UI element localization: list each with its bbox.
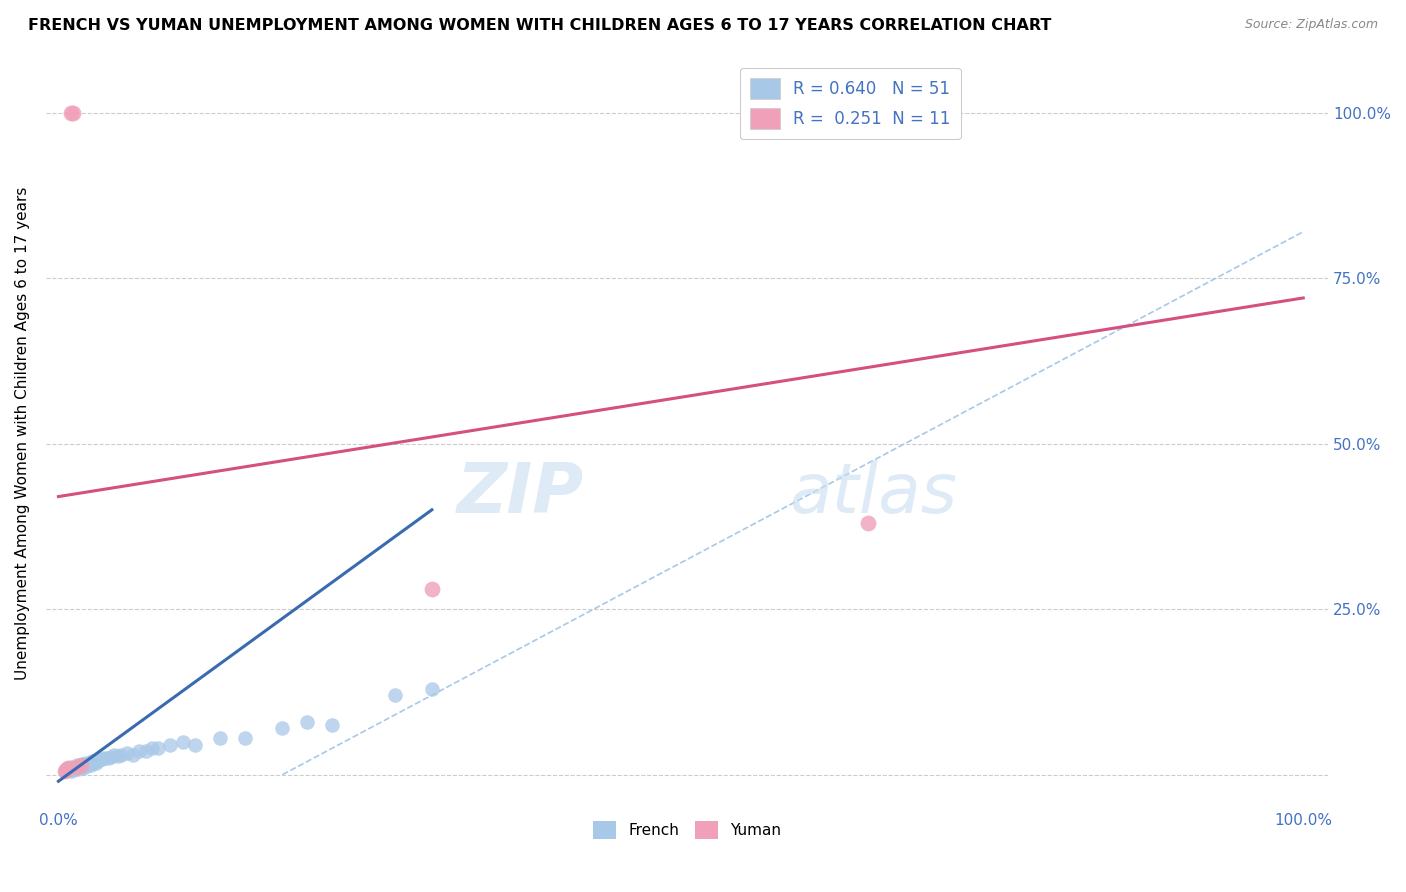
Point — [209, 731, 232, 746]
Point — [66, 760, 89, 774]
Point — [62, 763, 84, 777]
Point — [135, 744, 157, 758]
Point — [59, 760, 82, 774]
Point — [420, 681, 443, 696]
Point — [79, 756, 101, 770]
Point — [97, 751, 120, 765]
Point — [70, 760, 93, 774]
Point — [69, 759, 91, 773]
Point — [66, 757, 89, 772]
Point — [384, 688, 406, 702]
Point — [56, 762, 79, 776]
Point — [62, 105, 84, 120]
Point — [72, 757, 94, 772]
Point — [856, 516, 879, 530]
Point — [69, 757, 91, 772]
Point — [233, 731, 256, 746]
Point — [93, 751, 115, 765]
Point — [172, 734, 194, 748]
Point — [59, 764, 82, 779]
Text: Source: ZipAtlas.com: Source: ZipAtlas.com — [1244, 18, 1378, 31]
Point — [67, 762, 90, 776]
Point — [184, 738, 207, 752]
Point — [53, 764, 76, 779]
Point — [128, 744, 150, 758]
Point — [59, 105, 82, 120]
Point — [141, 741, 163, 756]
Point — [271, 721, 294, 735]
Point — [89, 753, 111, 767]
Point — [72, 761, 94, 775]
Point — [75, 757, 97, 772]
Point — [297, 714, 319, 729]
Point — [91, 752, 114, 766]
Y-axis label: Unemployment Among Women with Children Ages 6 to 17 years: Unemployment Among Women with Children A… — [15, 187, 30, 681]
Point — [321, 718, 343, 732]
Point — [86, 755, 108, 769]
Point — [58, 761, 80, 775]
Point — [77, 757, 100, 772]
Text: ZIP: ZIP — [457, 460, 585, 527]
Point — [146, 741, 169, 756]
Point — [69, 757, 91, 772]
Point — [420, 582, 443, 597]
Point — [76, 759, 98, 773]
Point — [56, 762, 79, 776]
Point — [66, 760, 89, 774]
Point — [59, 762, 82, 776]
Point — [53, 764, 76, 779]
Point — [75, 756, 97, 770]
Point — [58, 761, 80, 775]
Point — [80, 755, 103, 769]
Text: FRENCH VS YUMAN UNEMPLOYMENT AMONG WOMEN WITH CHILDREN AGES 6 TO 17 YEARS CORREL: FRENCH VS YUMAN UNEMPLOYMENT AMONG WOMEN… — [28, 18, 1052, 33]
Point — [84, 756, 107, 770]
Point — [63, 761, 86, 775]
Point — [80, 757, 103, 772]
Point — [115, 746, 138, 760]
Point — [103, 747, 125, 762]
Point — [82, 756, 104, 771]
Point — [107, 749, 129, 764]
Point — [110, 747, 132, 762]
Point — [159, 738, 181, 752]
Text: atlas: atlas — [790, 460, 957, 527]
Point — [122, 747, 145, 762]
Point — [100, 749, 122, 764]
Legend: French, Yuman: French, Yuman — [588, 815, 787, 845]
Point — [83, 755, 105, 769]
